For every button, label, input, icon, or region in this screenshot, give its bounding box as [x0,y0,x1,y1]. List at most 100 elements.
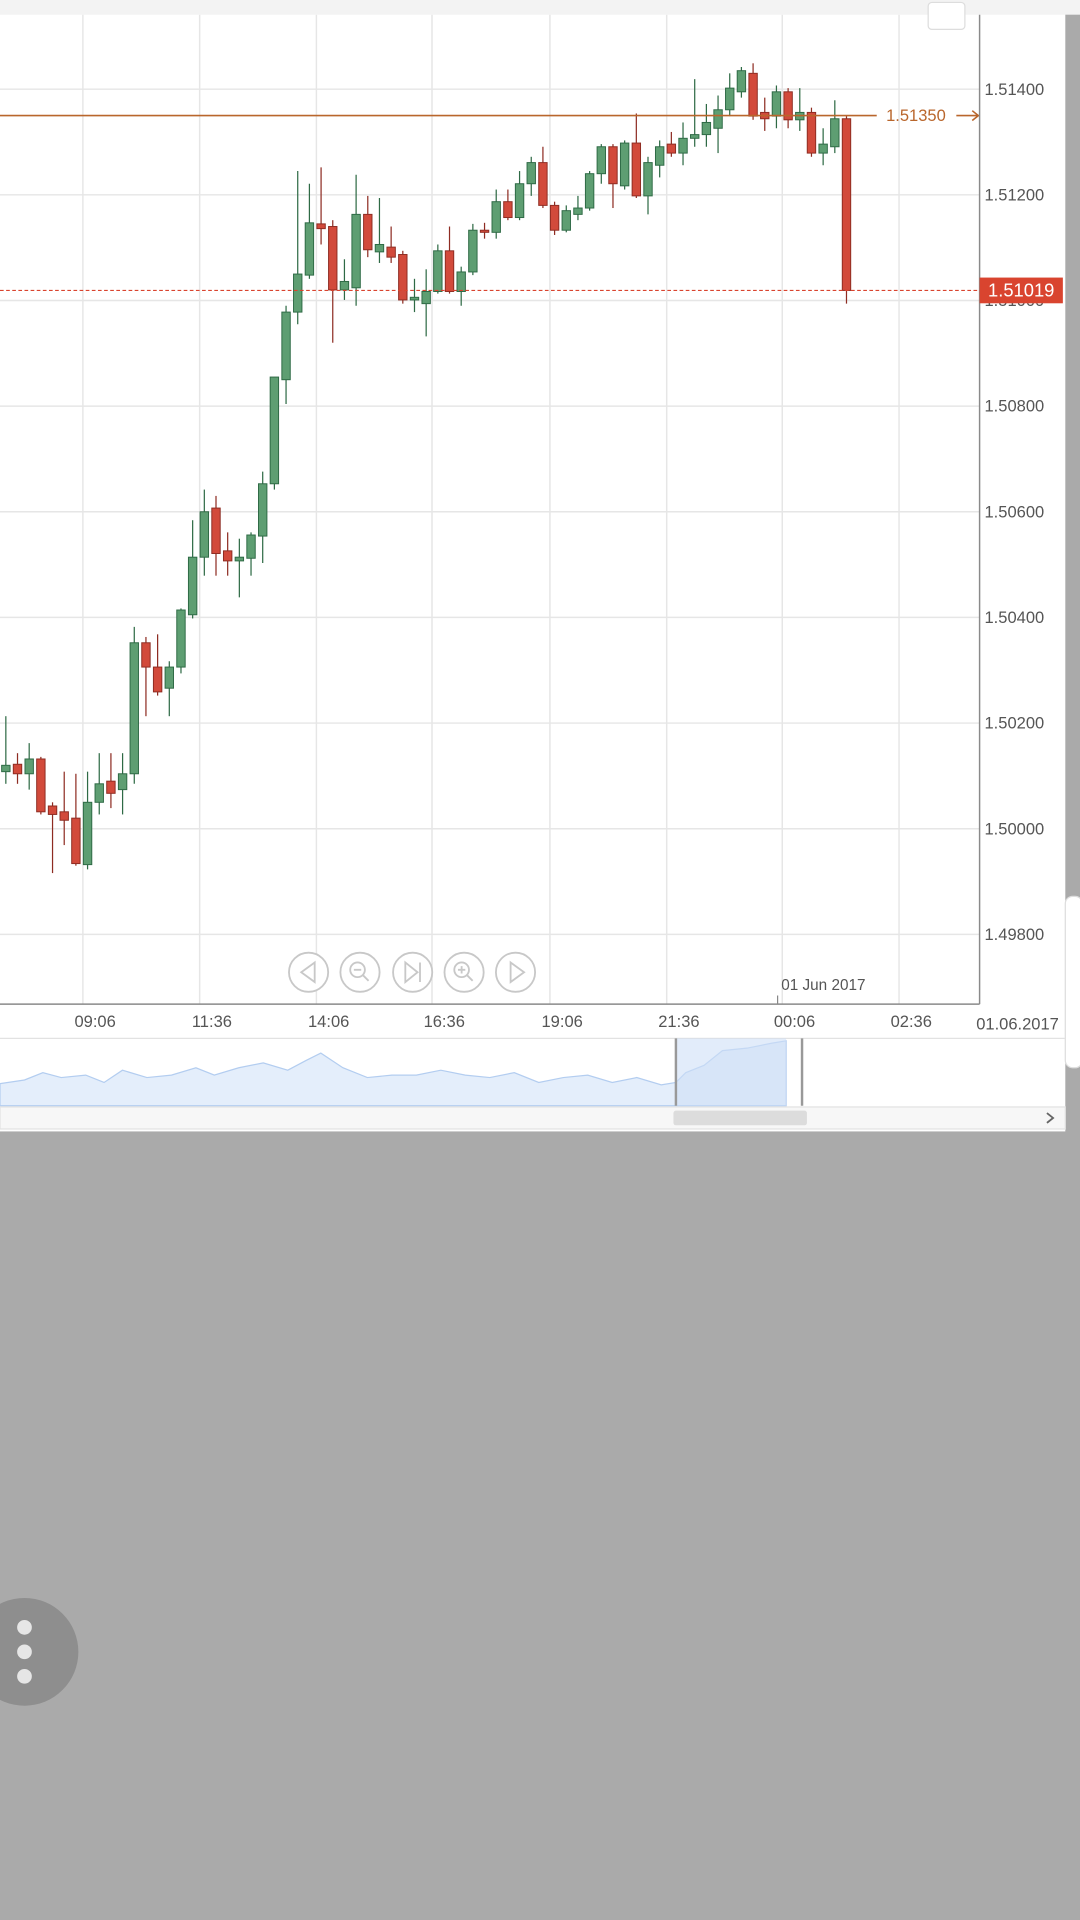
candle-body [409,296,420,301]
x-tick-label: 14:06 [308,1012,349,1031]
candle-body [164,666,174,689]
candle-body [94,783,104,803]
candle-body [199,511,210,558]
candle-body [713,109,723,129]
candle-body [654,146,665,166]
plot-area: 1.51350 01 Jun 2017 [0,14,980,1005]
candle-body [187,556,198,616]
candle-body [678,137,688,154]
icon [353,968,370,982]
candle-body [479,229,490,233]
candle-body [386,246,396,258]
candle-body [526,162,536,185]
candle-body [293,273,303,313]
candle-body [573,207,583,215]
price-badge-label: 1.51019 [988,280,1054,301]
date-marker-label: 01 Jun 2017 [781,977,865,994]
candle-body [351,213,361,289]
toolbar-button[interactable] [927,1,966,30]
candle-body [129,642,139,775]
candle-body [701,121,712,136]
candle-body [456,271,466,292]
candle-body [444,250,455,292]
price-badge [979,277,1063,304]
candle-body [117,773,128,791]
date-label: 01.06.2017 [976,1014,1059,1033]
x-tick-label: 19:06 [541,1012,582,1031]
candle-body [106,780,116,794]
candle-body [246,534,256,559]
candle-body [59,811,69,821]
menu-dot [17,1644,32,1660]
price-line-label: 1.51350 [886,106,946,125]
candle-body [398,254,408,301]
y-tick-label: 1.50800 [984,397,1044,416]
candle-body [234,556,245,562]
candle-body [818,143,828,154]
y-tick-label: 1.50200 [984,714,1044,733]
y-tick-label: 1.51200 [984,185,1044,204]
scrollbar-thumb[interactable] [673,1110,807,1126]
y-tick-label: 1.50600 [984,502,1044,521]
candle-body [374,243,385,253]
candle-body [433,250,443,292]
navigator-selection[interactable] [675,1038,787,1106]
y-tick-label: 1.50400 [984,608,1044,627]
floating-menu[interactable] [0,1597,79,1706]
candle-body [152,666,163,693]
candle-body [328,226,338,291]
x-tick-label: 11:36 [192,1012,232,1031]
x-tick-label: 02:36 [891,1012,932,1031]
candle-body [281,311,291,381]
candle-body [71,817,81,865]
icon [509,960,526,984]
candle-body [468,229,478,273]
candle-body [690,134,700,139]
candle-body [841,118,852,291]
candle-body [491,201,501,233]
candle-body [316,223,326,230]
candle-body [211,507,221,554]
candle-body [47,805,58,815]
candle-body [36,758,46,813]
candle-body [363,213,373,251]
candle-body [619,142,630,187]
candle-body [304,222,315,276]
candle-body [596,146,606,175]
y-tick-label: 1.49800 [984,925,1044,944]
y-tick-label: 1.51400 [984,80,1044,99]
candle-body [12,763,23,775]
menu-dot [17,1620,32,1635]
menu-button[interactable] [0,1597,79,1706]
navigator [0,1037,1066,1130]
candle-body [503,201,513,219]
price-line-arrow [956,110,980,122]
side-tab[interactable] [1064,895,1080,1069]
x-tick-label: 21:36 [658,1012,699,1031]
toolbar[interactable] [0,0,1080,15]
x-tick-label: 16:36 [424,1012,465,1031]
scrollbar [0,1106,1066,1130]
candle-body [269,376,280,485]
candle-body [421,291,431,305]
candle-body [222,550,233,562]
candle-body [258,483,268,537]
candle-body [666,143,677,154]
scroll-arrow[interactable] [1046,1112,1055,1124]
candle-body [783,91,793,121]
y-tick-label: 1.50000 [984,819,1044,838]
candle-body [608,146,618,185]
candle-body [176,609,186,668]
x-tick-label: 00:06 [774,1012,815,1031]
icon [404,960,421,984]
candle-body [736,70,747,93]
candle-body [631,142,642,197]
icon [299,960,316,984]
candle-body [806,111,817,154]
candle-body [141,642,151,668]
chart-panel [0,0,1066,1132]
candle-body [339,280,350,291]
x-tick-label: 09:06 [74,1012,115,1031]
